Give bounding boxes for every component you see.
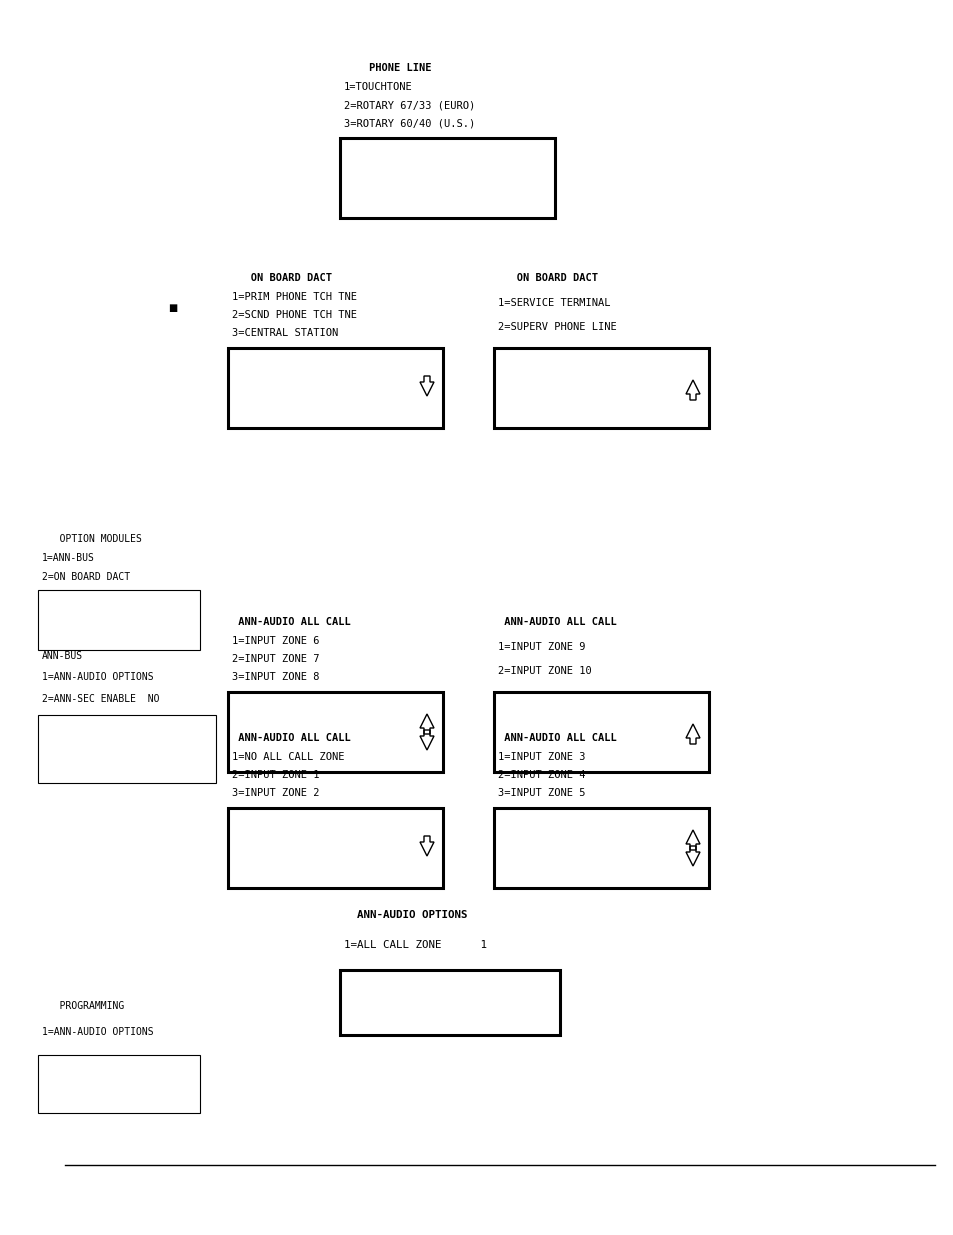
Text: 1=INPUT ZONE 9: 1=INPUT ZONE 9 [497, 642, 585, 652]
Text: ANN-AUDIO OPTIONS: ANN-AUDIO OPTIONS [344, 910, 467, 920]
Bar [494, 348, 708, 429]
Text: 3=INPUT ZONE 8: 3=INPUT ZONE 8 [232, 673, 319, 683]
Text: PHONE LINE: PHONE LINE [344, 63, 431, 73]
Bar [339, 969, 559, 1035]
Text: 2=ROTARY 67/33 (EURO): 2=ROTARY 67/33 (EURO) [344, 100, 475, 110]
Text: 3=CENTRAL STATION: 3=CENTRAL STATION [232, 329, 338, 338]
Bar [339, 138, 555, 219]
Text: ANN-AUDIO ALL CALL: ANN-AUDIO ALL CALL [232, 734, 351, 743]
Bar [38, 715, 215, 783]
Text: PROGRAMMING: PROGRAMMING [42, 1002, 124, 1011]
Text: 1=SERVICE TERMINAL: 1=SERVICE TERMINAL [497, 298, 610, 308]
Bar [38, 590, 200, 650]
Bar [228, 692, 442, 772]
Bar [228, 808, 442, 888]
Text: 1=ANN-AUDIO OPTIONS: 1=ANN-AUDIO OPTIONS [42, 1028, 153, 1037]
Text: 3=INPUT ZONE 5: 3=INPUT ZONE 5 [497, 788, 585, 799]
Text: ANN-AUDIO ALL CALL: ANN-AUDIO ALL CALL [232, 618, 351, 627]
Text: ANN-AUDIO ALL CALL: ANN-AUDIO ALL CALL [497, 618, 616, 627]
Bar [38, 1055, 200, 1113]
Text: 2=ANN-SEC ENABLE  NO: 2=ANN-SEC ENABLE NO [42, 694, 159, 704]
Text: ANN-AUDIO ALL CALL: ANN-AUDIO ALL CALL [497, 734, 616, 743]
Text: ON BOARD DACT: ON BOARD DACT [497, 273, 598, 283]
Text: 2=INPUT ZONE 10: 2=INPUT ZONE 10 [497, 667, 591, 677]
Text: 2=INPUT ZONE 1: 2=INPUT ZONE 1 [232, 769, 319, 781]
Text: ON BOARD DACT: ON BOARD DACT [232, 273, 332, 283]
Bar [494, 808, 708, 888]
Text: 1=TOUCHTONE: 1=TOUCHTONE [344, 82, 413, 91]
Text: 2=ON BOARD DACT: 2=ON BOARD DACT [42, 572, 130, 582]
Text: 2=INPUT ZONE 7: 2=INPUT ZONE 7 [232, 655, 319, 664]
Text: ANN-BUS: ANN-BUS [42, 651, 83, 661]
Bar [494, 692, 708, 772]
Text: 1=ANN-AUDIO OPTIONS: 1=ANN-AUDIO OPTIONS [42, 672, 153, 682]
Text: 1=PRIM PHONE TCH TNE: 1=PRIM PHONE TCH TNE [232, 291, 356, 301]
Text: 1=INPUT ZONE 3: 1=INPUT ZONE 3 [497, 752, 585, 762]
Text: 1=NO ALL CALL ZONE: 1=NO ALL CALL ZONE [232, 752, 344, 762]
Bar [228, 348, 442, 429]
Text: 2=INPUT ZONE 4: 2=INPUT ZONE 4 [497, 769, 585, 781]
Text: 1=ANN-BUS: 1=ANN-BUS [42, 553, 94, 563]
Text: 1=ALL CALL ZONE      1: 1=ALL CALL ZONE 1 [344, 940, 486, 950]
Text: 3=INPUT ZONE 2: 3=INPUT ZONE 2 [232, 788, 319, 799]
Text: ■: ■ [168, 303, 177, 312]
Text: 3=ROTARY 60/40 (U.S.): 3=ROTARY 60/40 (U.S.) [344, 119, 475, 128]
Text: 1=INPUT ZONE 6: 1=INPUT ZONE 6 [232, 636, 319, 646]
Text: 2=SUPERV PHONE LINE: 2=SUPERV PHONE LINE [497, 322, 616, 332]
Text: 2=SCND PHONE TCH TNE: 2=SCND PHONE TCH TNE [232, 310, 356, 320]
Text: OPTION MODULES: OPTION MODULES [42, 534, 142, 543]
